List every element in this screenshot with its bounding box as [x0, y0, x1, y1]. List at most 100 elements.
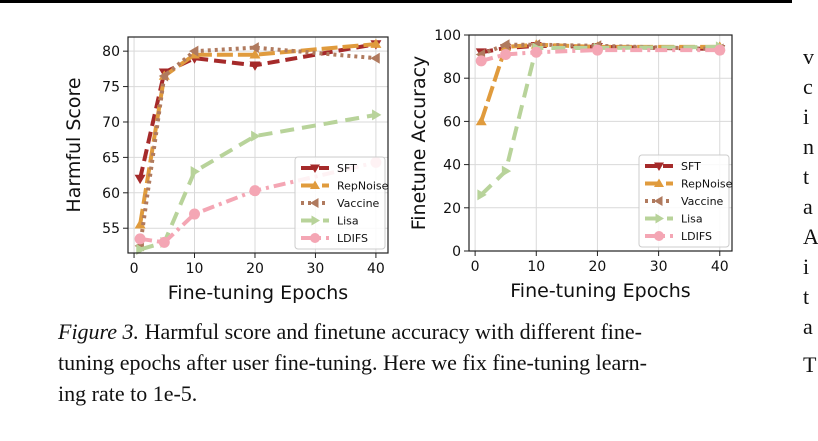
legend-label: Lisa	[681, 213, 703, 226]
caption-line-3: ing rate to 1e-5.	[58, 381, 198, 406]
legend-swatch-marker	[654, 231, 664, 241]
x-axis-label: Fine-tuning Epochs	[510, 280, 690, 302]
data-point	[134, 219, 146, 229]
side-char: v	[803, 44, 814, 69]
x-tick-label: 40	[711, 259, 729, 275]
legend-swatch-marker	[654, 162, 664, 171]
data-point	[591, 44, 603, 56]
x-tick-label: 20	[589, 259, 607, 275]
legend-entry-ldifs: LDIFS	[301, 232, 368, 245]
legend-entry-repnoise: RepNoise	[301, 180, 389, 193]
legend-swatch-marker	[310, 180, 320, 189]
legend-entry-repnoise: RepNoise	[645, 178, 733, 191]
legend-label: LDIFS	[337, 232, 368, 245]
caption-line-1: Harmful score and finetune accuracy with…	[139, 319, 642, 344]
x-axis-label: Fine-tuning Epochs	[168, 282, 348, 304]
legend-label: SFT	[681, 160, 701, 173]
side-char: T	[803, 352, 817, 377]
side-char: i	[803, 254, 810, 279]
side-char: t	[803, 284, 810, 309]
data-point	[136, 243, 146, 255]
caption-line-2: tuning epochs after user fine-tuning. He…	[58, 350, 647, 375]
figure-caption: Figure 3. Harmful score and finetune acc…	[58, 316, 770, 409]
data-point	[530, 46, 542, 58]
x-tick-label: 30	[307, 261, 325, 277]
harmful-series	[134, 38, 382, 255]
harmful-grid	[128, 37, 388, 253]
side-char: c	[803, 74, 813, 99]
legend-entry-lisa: Lisa	[645, 213, 703, 226]
caption-figure-label: Figure 3.	[58, 319, 140, 344]
legend-entry-sft: SFT	[301, 162, 357, 175]
data-point	[134, 233, 146, 245]
legend-label: RepNoise	[681, 178, 733, 191]
x-tick-label: 0	[130, 261, 139, 277]
side-char: t	[803, 164, 810, 189]
legend-entry-vaccine: Vaccine	[301, 197, 380, 210]
legend-swatch-marker	[311, 215, 320, 226]
legend-swatch-marker	[310, 164, 320, 173]
y-tick-label: 65	[102, 150, 120, 166]
data-point	[189, 45, 199, 57]
data-point	[370, 52, 380, 64]
y-tick-label: 80	[443, 71, 461, 87]
series-line	[138, 42, 377, 180]
legend-swatch-marker	[654, 196, 663, 206]
x-tick-label: 10	[527, 259, 545, 275]
legend-label: Vaccine	[337, 197, 380, 210]
data-point	[501, 165, 512, 177]
legend-box	[294, 156, 386, 250]
x-tick-label: 0	[471, 259, 480, 275]
legend-swatch-marker	[310, 198, 319, 208]
y-tick-label: 60	[102, 186, 120, 202]
adjacent-column-text: v c i n t a A i t a T	[803, 42, 818, 380]
accuracy-legend: SFT RepNoise Vaccine Lisa LDIFS	[638, 154, 733, 248]
legend-label: Lisa	[337, 215, 359, 228]
data-point	[158, 236, 170, 248]
side-char: a	[803, 314, 813, 339]
data-point	[370, 38, 382, 48]
legend-entry-vaccine: Vaccine	[645, 195, 724, 208]
top-rule	[0, 0, 792, 3]
harmful-legend: SFT RepNoise Vaccine Lisa LDIFS	[294, 156, 389, 250]
series-line	[479, 42, 720, 123]
data-point	[477, 189, 487, 201]
data-point	[249, 42, 259, 54]
accuracy-plot-frame	[468, 34, 733, 252]
data-point	[249, 49, 261, 59]
data-point	[475, 115, 487, 126]
legend-box	[638, 154, 730, 248]
y-tick-label: 70	[102, 115, 120, 131]
y-tick-label: 60	[443, 114, 461, 130]
data-point	[500, 48, 512, 60]
x-tick-label: 20	[246, 261, 264, 277]
finetune-accuracy-chart: 0 10 20 30 40 0 20 40 60 80 100 Fine-tuning Epochs F…	[408, 28, 733, 302]
data-point	[475, 55, 487, 67]
harmful-plot-frame	[127, 36, 389, 254]
data-point	[500, 39, 510, 51]
accuracy-series	[475, 39, 726, 201]
y-tick-label: 100	[434, 28, 461, 44]
legend-label: RepNoise	[337, 180, 389, 193]
series-line	[138, 42, 377, 226]
x-tick-label: 30	[650, 259, 668, 275]
data-point	[372, 109, 382, 121]
data-point	[714, 44, 726, 56]
x-tick-label: 40	[367, 261, 385, 277]
data-point	[249, 185, 261, 197]
harmful-score-chart: 0 10 20 30 40 55 60 65 70 75 80 Fine-tuning Epochs H…	[63, 36, 389, 304]
legend-label: Vaccine	[681, 195, 724, 208]
legend-entry-ldifs: LDIFS	[645, 230, 712, 243]
side-char: i	[803, 104, 810, 129]
legend-entry-lisa: Lisa	[301, 215, 359, 228]
y-tick-label: 20	[443, 201, 461, 217]
legend-swatch-marker	[655, 213, 664, 224]
side-char: a	[803, 194, 813, 219]
legend-entry-sft: SFT	[645, 160, 701, 173]
x-tick-label: 10	[186, 261, 204, 277]
y-tick-label: 40	[443, 158, 461, 174]
legend-label: LDIFS	[681, 230, 712, 243]
series-ldifs	[475, 44, 726, 67]
legend-label: SFT	[337, 162, 357, 175]
y-tick-label: 80	[102, 44, 120, 60]
